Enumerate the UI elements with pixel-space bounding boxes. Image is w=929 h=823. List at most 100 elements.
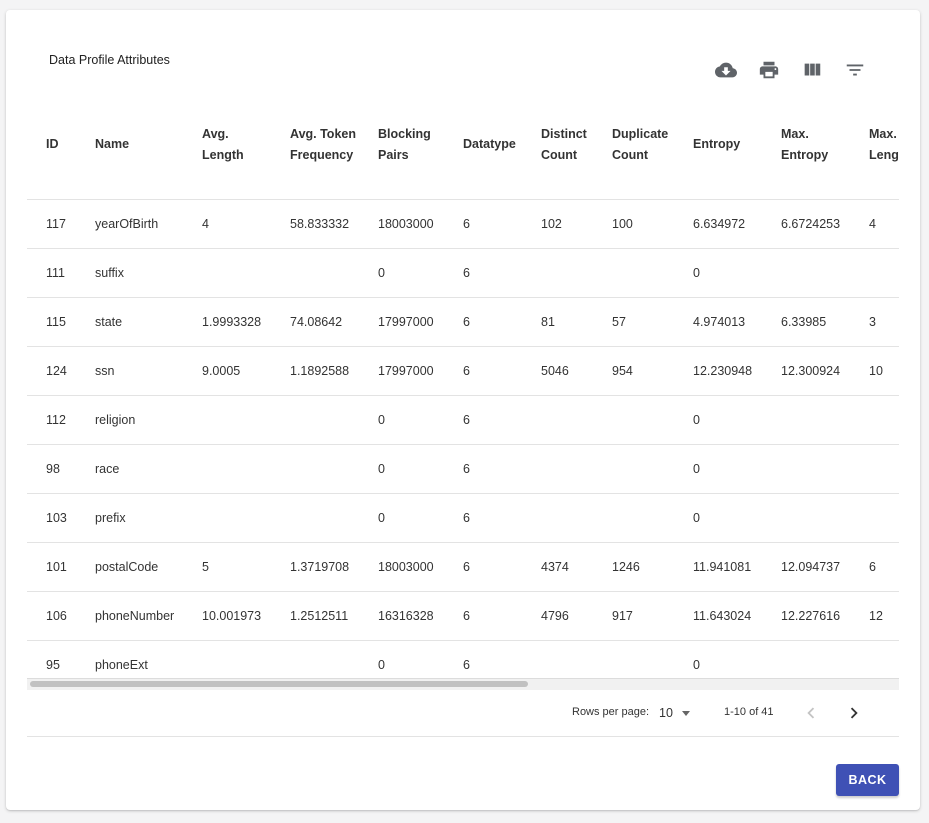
- column-header[interactable]: Avg. Token Frequency: [271, 91, 359, 200]
- page-title: Data Profile Attributes: [49, 53, 170, 67]
- table-cell: 6: [444, 248, 522, 298]
- table-cell: prefix: [76, 493, 183, 543]
- table-cell: 0: [359, 493, 444, 543]
- table-cell: 124: [27, 346, 76, 396]
- table-cell: 6.6724253: [762, 199, 850, 249]
- table-cell: [850, 493, 899, 543]
- print-icon[interactable]: [749, 50, 789, 90]
- table-cell: 954: [593, 346, 674, 396]
- table-cell: 6: [444, 493, 522, 543]
- previous-page-button[interactable]: [795, 697, 827, 729]
- table-cell: 6.33985: [762, 297, 850, 347]
- table-cell: 102: [522, 199, 593, 249]
- table-cell: [762, 641, 850, 679]
- table-cell: [762, 444, 850, 494]
- table-cell: 12.227616: [762, 591, 850, 641]
- column-header[interactable]: Blocking Pairs: [359, 91, 444, 200]
- column-header[interactable]: Avg. Length: [183, 91, 271, 200]
- table-cell: 6: [463, 658, 470, 672]
- table-cell: 18003000: [359, 542, 444, 592]
- column-header[interactable]: Name: [76, 91, 183, 200]
- table-cell: [271, 248, 359, 298]
- column-header[interactable]: Distinct Count: [522, 91, 593, 200]
- table-cell: [593, 248, 674, 298]
- table-row[interactable]: 111 suffix 0 6 0: [27, 248, 899, 298]
- table-row[interactable]: 98 race 0 6 0: [27, 444, 899, 494]
- column-header[interactable]: ID: [27, 91, 76, 200]
- table-cell: [593, 641, 674, 679]
- table-cell: [522, 641, 593, 679]
- table-row[interactable]: 101 postalCode 5 1.3719708 18003000 6 4374 1246…: [27, 542, 899, 592]
- table-row[interactable]: 106 phoneNumber 10.001973 1.2512511 16316328…: [27, 591, 899, 641]
- table-cell: [183, 641, 271, 679]
- rows-per-page-label: Rows per page:: [572, 706, 650, 718]
- table-cell: religion: [76, 395, 183, 445]
- table-cell: postalCode: [76, 542, 183, 592]
- table-cell: [271, 641, 359, 679]
- table-cell: [271, 395, 359, 445]
- column-header[interactable]: Max. Length: [850, 91, 899, 200]
- column-header[interactable]: Max. Entropy: [762, 91, 850, 200]
- table-row[interactable]: 117 yearOfBirth 4 58.833332 18003000 6 102 100 6…: [27, 199, 899, 249]
- table-cell: 18003000: [359, 199, 444, 249]
- table-cell: 917: [593, 591, 674, 641]
- table-cell: 6: [444, 395, 522, 445]
- table-cell: 101: [27, 542, 76, 592]
- table-cell: [850, 248, 899, 298]
- table-row[interactable]: 103 prefix 0 6 0: [27, 493, 899, 543]
- view-columns-icon[interactable]: [792, 50, 832, 90]
- column-header[interactable]: Datatype: [444, 91, 522, 200]
- scrollbar-thumb[interactable]: [30, 681, 528, 687]
- table-row[interactable]: 115 state 1.9993328 74.08642 17997000 6 81 57 4.…: [27, 297, 899, 347]
- table-cell: 58.833332: [271, 199, 359, 249]
- table-cell: 10: [850, 346, 899, 396]
- rows-per-page-select[interactable]: 10: [654, 703, 692, 723]
- next-page-button[interactable]: [838, 697, 870, 729]
- data-table: ID Name Avg. Length Avg. Token Frequency…: [27, 91, 899, 678]
- table-cell: 16316328: [359, 591, 444, 641]
- table-cell: 6: [444, 591, 522, 641]
- table-cell: ssn: [76, 346, 183, 396]
- table-cell: [183, 493, 271, 543]
- table-cell: 0: [674, 493, 762, 543]
- table-cell: 115: [27, 297, 76, 347]
- table-cell: 4796: [522, 591, 593, 641]
- horizontal-scrollbar[interactable]: [27, 678, 899, 690]
- table-cell: 4374: [522, 542, 593, 592]
- download-icon[interactable]: [706, 50, 746, 90]
- table-cell: 12.230948: [674, 346, 762, 396]
- table-cell: 17997000: [359, 346, 444, 396]
- table-cell: 0: [693, 658, 700, 672]
- table-cell: 10.001973: [183, 591, 271, 641]
- table-cell: 12.094737: [762, 542, 850, 592]
- table-cell: [762, 395, 850, 445]
- table-row[interactable]: 112 religion 0 6 0: [27, 395, 899, 445]
- table-cell: [271, 493, 359, 543]
- table-cell: [593, 395, 674, 445]
- table-cell: [850, 395, 899, 445]
- back-button[interactable]: BACK: [836, 764, 899, 796]
- table-cell: 6.634972: [674, 199, 762, 249]
- table-cell: 6: [444, 346, 522, 396]
- table-cell: 12.300924: [762, 346, 850, 396]
- table-cell: [183, 444, 271, 494]
- table-cell: 6: [444, 444, 522, 494]
- column-header[interactable]: Duplicate Count: [593, 91, 674, 200]
- table-cell: [271, 444, 359, 494]
- table-cell: [183, 395, 271, 445]
- filter-icon[interactable]: [835, 50, 875, 90]
- table-cell: 5: [183, 542, 271, 592]
- column-header[interactable]: Entropy: [674, 91, 762, 200]
- table-cell: [850, 641, 899, 679]
- table-cell: 1246: [593, 542, 674, 592]
- chevron-right-icon: [850, 707, 858, 719]
- table-cell: 81: [522, 297, 593, 347]
- caret-down-icon: [681, 710, 690, 716]
- table-cell: phoneNumber: [76, 591, 183, 641]
- table-cell: 1.2512511: [271, 591, 359, 641]
- table-row[interactable]: 124 ssn 9.0005 1.1892588 17997000 6 5046 954 12.…: [27, 346, 899, 396]
- data-table-container: ID Name Avg. Length Avg. Token Frequency…: [27, 91, 899, 678]
- table-row[interactable]: 95 phoneExt 0 6 0: [27, 641, 899, 679]
- table-cell: [593, 444, 674, 494]
- table-cell: state: [76, 297, 183, 347]
